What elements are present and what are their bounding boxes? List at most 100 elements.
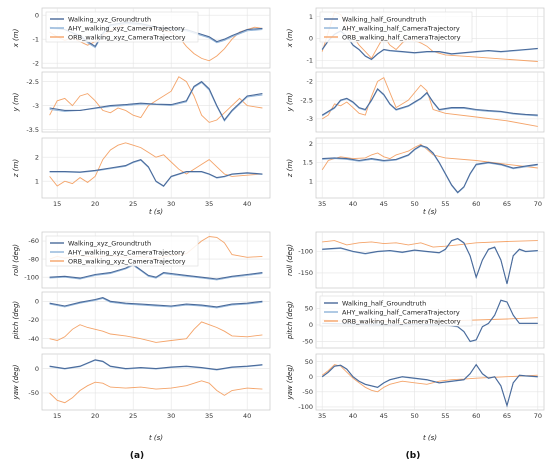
y-tick-label: 2 (309, 140, 313, 148)
caption-a: (a) (130, 451, 144, 461)
x-tick-label: 55 (441, 412, 449, 420)
x-tick-label: 70 (534, 412, 542, 420)
legend-entry: AHY_walking_half_CameraTrajectory (342, 24, 460, 32)
caption-b: (b) (406, 451, 421, 461)
legend-box (319, 11, 473, 43)
y-tick-label: -50 (28, 389, 39, 397)
y-tick-label: 50 (305, 305, 313, 313)
y-tick-label: -100 (298, 403, 313, 411)
legend-entry: ORB_walking_xyz_CameraTrajectory (68, 33, 186, 41)
y-tick-label: 1 (309, 177, 313, 185)
x-tick-label: 65 (503, 200, 511, 208)
y-axis-label: z (m) (12, 159, 20, 178)
x-tick-label: 35 (318, 200, 326, 208)
plot-area (41, 353, 271, 411)
y-tick-label: -150 (298, 269, 313, 277)
y-tick-label: 0 (35, 365, 39, 373)
panel-a_pos-0: 0 -1 -2 x (m) Walking_xyz_GroundtruthAHY_wal… (12, 7, 271, 69)
y-axis-label: pitch (deg) (12, 301, 20, 341)
panel-b_pos-1: -2 -2.5 -3 y (m) (286, 71, 545, 133)
x-tick-label: 20 (91, 200, 99, 208)
series-line-0 (49, 263, 263, 280)
x-tick-label: 45 (380, 200, 388, 208)
y-axis-label: x (m) (12, 28, 20, 48)
x-tick-label: 60 (472, 412, 480, 420)
series-line-2 (321, 364, 538, 393)
panel-b_rot-1: 50 0 -50 pitch (deg) Walking_half_Groundtrut… (286, 291, 545, 349)
y-tick-label: 1.5 (303, 159, 313, 167)
legend: Walking_half_GroundtruthAHY_walking_half… (319, 11, 473, 43)
x-tick-label: 40 (349, 412, 357, 420)
x-tick-label: 35 (318, 412, 326, 420)
x-axis-label: t (s) (149, 434, 163, 442)
series-line-2 (49, 142, 263, 187)
legend: Walking_xyz_GroundtruthAHY_walking_xyz_C… (45, 235, 199, 267)
y-axis-label: yaw (deg) (12, 364, 20, 400)
series-line-0 (49, 80, 263, 122)
y-tick-label: 0 (309, 373, 313, 381)
y-tick-label: 0 (309, 321, 313, 329)
y-tick-label: 0 (309, 35, 313, 43)
y-axis-label: roll (deg) (12, 244, 20, 276)
series-line-1 (49, 264, 263, 281)
y-tick-label: -40 (28, 335, 39, 343)
x-tick-label: 40 (243, 412, 251, 420)
legend-entry: AHY_walking_half_CameraTrajectory (342, 308, 460, 316)
panel-b_rot-2: 35 40 45 50 55 60 65 70 50 0 -50 -100 yaw (deg) (286, 353, 545, 420)
y-tick-label: -20 (28, 316, 39, 324)
y-axis-label: x (m) (286, 28, 294, 48)
legend: Walking_xyz_GroundtruthAHY_walking_xyz_C… (45, 11, 199, 43)
y-tick-label: -60 (28, 237, 39, 245)
x-tick-label: 30 (167, 200, 175, 208)
x-axis-label: t (s) (423, 434, 437, 442)
legend-box (45, 11, 199, 43)
x-tick-label: 45 (380, 412, 388, 420)
legend-entry: Walking_xyz_Groundtruth (68, 239, 151, 247)
legend-entry: Walking_half_Groundtruth (342, 299, 426, 307)
legend-entry: ORB_walking_half_CameraTrajectory (342, 33, 461, 41)
plot-area (41, 137, 271, 199)
series-line-0 (49, 158, 263, 187)
y-axis-label: yaw (deg) (286, 364, 294, 400)
plot-area (315, 231, 545, 289)
x-tick-label: 70 (534, 200, 542, 208)
plot-area (315, 353, 545, 411)
y-tick-label: -80 (28, 255, 39, 263)
y-tick-label: 2 (35, 153, 39, 161)
series-line-0 (49, 297, 263, 308)
y-tick-label: -2.5 (300, 96, 313, 104)
chart-a_pos: 0 -1 -2 x (m) Walking_xyz_GroundtruthAHY_wal… (12, 7, 271, 216)
chart-b_pos: 1 0 -1 x (m) Walking_half_GroundtruthAHY_wal… (286, 7, 545, 216)
panel-a_rot-2: 15 20 25 30 35 40 0 -50 yaw (deg) (12, 353, 271, 420)
y-axis-label: pitch (deg) (286, 301, 294, 341)
plot-area (315, 71, 545, 133)
chart-a_rot: -60 -80 -100 roll (deg) Walking_xyz_Groundtr… (12, 231, 271, 442)
y-axis-label: roll (deg) (286, 244, 294, 276)
series-line-2 (322, 240, 538, 248)
y-tick-label: -2 (33, 59, 39, 67)
x-tick-label: 50 (410, 412, 418, 420)
x-tick-label: 30 (167, 412, 175, 420)
y-tick-label: -3 (307, 115, 313, 123)
x-tick-label: 15 (53, 412, 61, 420)
y-tick-label: -100 (24, 273, 39, 281)
y-tick-label: -1 (307, 57, 313, 65)
y-tick-label: 0 (35, 298, 39, 306)
panel-a_pos-1: -2.5 -3 -3.5 y (m) (12, 71, 271, 134)
legend-entry: Walking_half_Groundtruth (342, 15, 426, 23)
y-tick-label: 1 (35, 177, 39, 185)
x-tick-label: 25 (129, 412, 137, 420)
series-line-0 (322, 237, 538, 284)
series-line-2 (49, 380, 263, 404)
panel-a_rot-0: -60 -80 -100 roll (deg) Walking_xyz_Groundtr… (12, 231, 271, 289)
series-line-1 (49, 298, 263, 309)
plot-area (315, 137, 545, 199)
legend-entry: ORB_walking_xyz_CameraTrajectory (68, 257, 186, 265)
x-tick-label: 50 (410, 200, 418, 208)
panel-a_pos-2: 15 20 25 30 35 40 1 2 z (m) (12, 137, 271, 208)
plots-layer: 0-1-2x (m)Walking_xyz_GroundtruthAHY_wal… (12, 7, 545, 442)
y-tick-label: -3.5 (26, 126, 39, 134)
x-tick-label: 25 (129, 200, 137, 208)
y-tick-label: -50 (302, 338, 313, 346)
